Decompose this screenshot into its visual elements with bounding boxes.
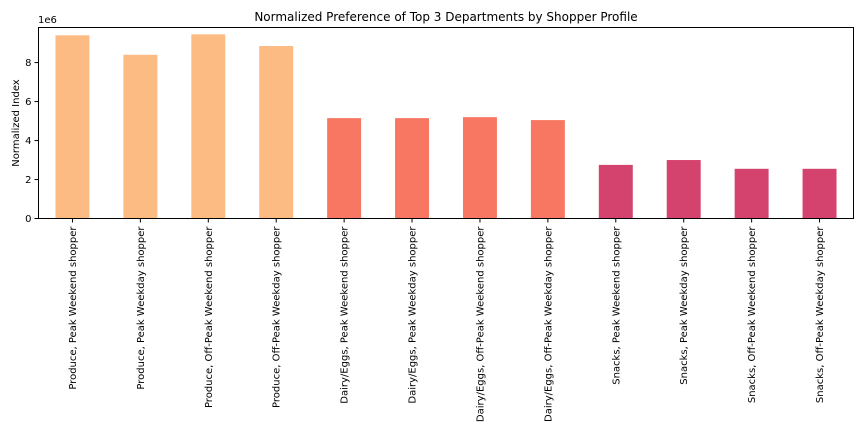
x-tick-label: Dairy/Eggs, Peak Weekday shopper	[408, 226, 419, 404]
bar	[530, 120, 565, 219]
bar	[802, 168, 837, 219]
y-axis-multiplier: 1e6	[38, 15, 57, 26]
y-tick-label: 8	[25, 58, 31, 69]
bar	[734, 168, 769, 219]
chart-title: Normalized Preference of Top 3 Departmen…	[254, 10, 637, 24]
y-tick-label: 0	[25, 214, 31, 225]
x-tick-label: Produce, Peak Weekend shopper	[68, 226, 79, 390]
y-tick-label: 2	[25, 175, 31, 186]
x-tick-label: Snacks, Off-Peak Weekday shopper	[815, 226, 826, 403]
bar	[395, 118, 430, 219]
y-tick-label: 4	[25, 136, 31, 147]
y-axis-label: Normalized Index	[11, 79, 22, 166]
y-tick-label: 6	[25, 97, 31, 108]
bar	[327, 118, 362, 219]
bars	[55, 34, 837, 219]
x-tick-label: Snacks, Off-Peak Weekend shopper	[747, 226, 758, 404]
x-tick-label: Produce, Peak Weekday shopper	[136, 226, 147, 390]
x-axis-ticks: Produce, Peak Weekend shopper Produce, Pe…	[68, 218, 826, 422]
bar	[666, 160, 701, 219]
x-tick-label: Produce, Off-Peak Weekday shopper	[272, 226, 283, 408]
bar	[259, 46, 294, 219]
x-tick-label: Produce, Off-Peak Weekend shopper	[204, 226, 215, 408]
x-tick-label: Snacks, Peak Weekday shopper	[679, 226, 690, 385]
x-tick-label: Dairy/Eggs, Off-Peak Weekend shopper	[475, 226, 486, 422]
y-axis-ticks: 0 2 4 6 8	[25, 58, 39, 225]
bar	[191, 34, 226, 219]
bar	[55, 35, 90, 219]
plot-frame	[38, 27, 854, 219]
x-tick-label: Snacks, Peak Weekend shopper	[611, 226, 622, 385]
bar	[598, 164, 633, 219]
bar	[123, 54, 158, 219]
x-tick-label: Dairy/Eggs, Peak Weekend shopper	[340, 226, 351, 404]
x-tick-label: Dairy/Eggs, Off-Peak Weekday shopper	[543, 226, 554, 422]
bar	[462, 117, 497, 219]
